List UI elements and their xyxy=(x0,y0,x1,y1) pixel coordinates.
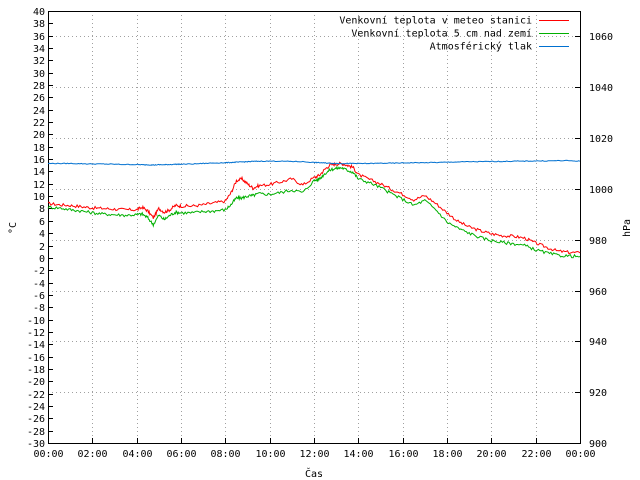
series-line-2 xyxy=(47,165,581,259)
y-tick-label-left: 20 xyxy=(33,130,45,141)
y-tick-label-left: -30 xyxy=(27,439,45,450)
plot-frame xyxy=(48,11,581,444)
x-tick-label: 20:00 xyxy=(476,449,506,460)
y-tick-label-left: 32 xyxy=(33,56,45,67)
x-tick-label: 14:00 xyxy=(343,449,373,460)
legend-label-3: Atmosférický tlak xyxy=(430,41,532,53)
x-axis-title: Čas xyxy=(305,467,323,480)
y-tick-label-left: -8 xyxy=(33,303,45,314)
x-tick-label: 18:00 xyxy=(432,449,462,460)
legend-label-2: Venkovní teplota 5 cm nad zemí xyxy=(351,28,532,40)
y-tick-label-left: 34 xyxy=(33,44,45,55)
x-tick-label: 04:00 xyxy=(122,449,152,460)
x-tick-label: 02:00 xyxy=(77,449,107,460)
y-tick-label-left: 6 xyxy=(39,217,45,228)
y-tick-label-right: 980 xyxy=(589,236,607,247)
legend: Venkovní teplota v meteo staniciVenkovní… xyxy=(339,15,569,53)
y-tick-label-left: -26 xyxy=(27,414,45,425)
y-tick-label-left: -14 xyxy=(27,340,45,351)
y-tick-label-right: 960 xyxy=(589,287,607,298)
y-tick-label-left: 12 xyxy=(33,180,45,191)
y-tick-label-left: 22 xyxy=(33,118,45,129)
y-tick-label-left: 28 xyxy=(33,81,45,92)
x-tick-label: 00:00 xyxy=(565,449,595,460)
x-tick-label: 06:00 xyxy=(166,449,196,460)
y-tick-label-left: -2 xyxy=(33,266,45,277)
y-tick-label-left: -4 xyxy=(33,279,45,290)
x-tick-label: 22:00 xyxy=(521,449,551,460)
y-tick-label-left: 26 xyxy=(33,93,45,104)
y-tick-label-left: -22 xyxy=(27,390,45,401)
y-tick-label-left: -24 xyxy=(27,402,45,413)
y-axis-title-right: hPa xyxy=(622,219,633,237)
y-tick-label-right: 900 xyxy=(589,439,607,450)
x-tick-label: 10:00 xyxy=(255,449,285,460)
y-tick-label-left: 16 xyxy=(33,155,45,166)
legend-label-1: Venkovní teplota v meteo stanici xyxy=(339,15,532,27)
y-tick-label-left: 4 xyxy=(39,229,45,240)
y-tick-label-left: 8 xyxy=(39,204,45,215)
y-tick-label-left: 30 xyxy=(33,69,45,80)
grid xyxy=(48,11,581,444)
y-tick-label-left: 2 xyxy=(39,242,45,253)
y-tick-label-right: 940 xyxy=(589,337,607,348)
y-tick-label-left: 24 xyxy=(33,106,45,117)
axis-ticks: 4038363432302826242220181614121086420-2-… xyxy=(27,7,613,460)
x-tick-label: 12:00 xyxy=(299,449,329,460)
y-tick-label-right: 1000 xyxy=(589,185,613,196)
y-tick-label-left: -28 xyxy=(27,427,45,438)
y-tick-label-left: -20 xyxy=(27,377,45,388)
y-tick-label-left: 14 xyxy=(33,167,45,178)
y-tick-label-left: -18 xyxy=(27,365,45,376)
y-tick-label-left: -12 xyxy=(27,328,45,339)
y-tick-label-right: 1020 xyxy=(589,134,613,145)
y-tick-label-left: -10 xyxy=(27,316,45,327)
series-line-3 xyxy=(47,159,581,166)
x-tick-label: 16:00 xyxy=(388,449,418,460)
series-lines xyxy=(47,159,581,259)
y-tick-label-right: 1040 xyxy=(589,83,613,94)
y-tick-label-left: 18 xyxy=(33,143,45,154)
y-tick-label-left: 40 xyxy=(33,7,45,18)
y-tick-label-right: 1060 xyxy=(589,32,613,43)
y-tick-label-left: 10 xyxy=(33,192,45,203)
y-tick-label-left: -16 xyxy=(27,353,45,364)
y-tick-label-right: 920 xyxy=(589,388,607,399)
x-tick-label: 00:00 xyxy=(33,449,63,460)
y-tick-label-left: -6 xyxy=(33,291,45,302)
y-tick-label-left: 36 xyxy=(33,32,45,43)
x-tick-label: 08:00 xyxy=(210,449,240,460)
y-tick-label-left: 38 xyxy=(33,19,45,30)
y-tick-label-left: 0 xyxy=(39,254,45,265)
y-axis-title-left: °C xyxy=(8,222,19,234)
series-line-1 xyxy=(47,161,581,255)
